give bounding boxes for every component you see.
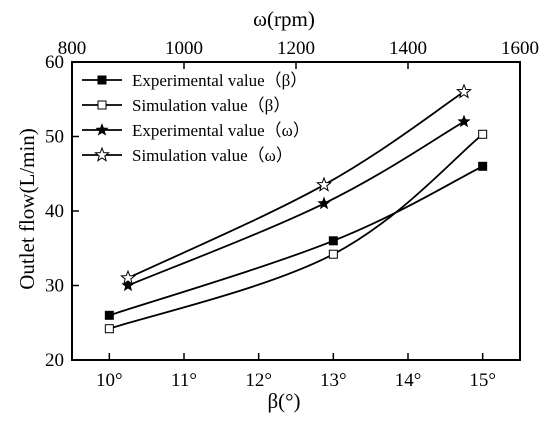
x-tick-label: 10°: [96, 370, 123, 391]
ticks-layer: 10° 11° 12° 13° 14° 15° 800 1000 1200 1400 1600 20 3…: [45, 38, 539, 391]
legend-marker: [97, 75, 107, 85]
x-axis-label: β(°): [267, 389, 300, 413]
series-1-point: [104, 310, 114, 320]
legend-label: Simulation value（β）: [132, 96, 290, 115]
y-tick-label: 60: [45, 52, 64, 73]
x-tick-label: 14°: [395, 370, 422, 391]
x2-tick-label: 1600: [501, 38, 539, 59]
series-line-1: [109, 165, 484, 317]
legend: Experimental value（β） Simulation value（β）…: [82, 71, 310, 165]
x-tick-label: 15°: [469, 370, 496, 391]
x-tick-label: 11°: [171, 370, 197, 391]
x-tick-label: 13°: [320, 370, 347, 391]
series-3-point: [457, 114, 471, 128]
y-tick-label: 40: [45, 201, 64, 222]
series-2-point: [328, 249, 338, 259]
series-1-point: [478, 161, 488, 171]
y-tick-label: 50: [45, 127, 64, 148]
x2-tick-label: 1000: [165, 38, 203, 59]
series-3-point: [121, 278, 135, 292]
x2-axis-label: ω(rpm): [253, 7, 315, 31]
legend-label: Experimental value（β）: [132, 71, 307, 90]
x2-tick-label: 800: [58, 38, 87, 59]
x2-tick-label: 1400: [389, 38, 427, 59]
y-tick-label: 30: [45, 276, 64, 297]
legend-label: Simulation value（ω）: [132, 146, 293, 165]
legend-marker: [93, 146, 111, 162]
x-tick-label: 12°: [245, 370, 272, 391]
series-layer: [104, 83, 488, 334]
series-2-point: [478, 129, 488, 139]
y-tick-label: 20: [45, 350, 64, 371]
legend-label: Experimental value（ω）: [132, 121, 310, 140]
y-axis-label: Outlet flow(L/min): [15, 128, 39, 290]
series-4-point: [455, 83, 473, 99]
legend-marker: [97, 100, 107, 110]
legend-marker: [95, 123, 109, 136]
series-2-point: [104, 324, 114, 334]
series-4-point: [315, 176, 333, 192]
series-1-point: [328, 236, 338, 246]
x2-tick-label: 1200: [277, 38, 315, 59]
series-line-4: [127, 91, 465, 279]
series-4-point: [119, 269, 137, 285]
series-3-point: [317, 196, 331, 210]
